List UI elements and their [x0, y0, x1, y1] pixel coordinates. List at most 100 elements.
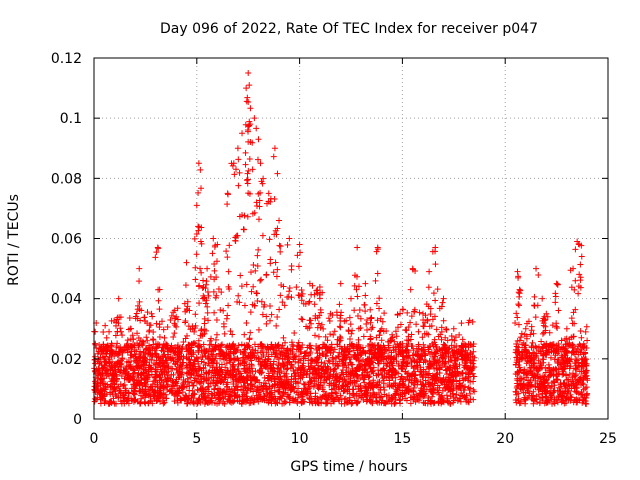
data-point	[268, 341, 275, 348]
data-point	[235, 292, 242, 299]
data-point	[379, 397, 386, 404]
data-point	[260, 379, 267, 386]
data-point-peak	[389, 331, 396, 338]
data-point	[186, 392, 193, 399]
data-point	[119, 332, 126, 339]
data-point	[303, 372, 310, 379]
data-point	[402, 390, 409, 397]
data-point	[405, 383, 412, 390]
data-point	[110, 395, 117, 402]
data-point	[106, 328, 113, 335]
data-point	[577, 277, 584, 284]
data-point	[276, 369, 283, 376]
data-point	[528, 323, 535, 330]
data-point	[357, 388, 364, 395]
data-point	[233, 347, 240, 354]
data-point	[217, 378, 224, 385]
data-point	[411, 393, 418, 400]
data-point	[531, 293, 538, 300]
data-point	[432, 349, 439, 356]
data-point	[241, 226, 248, 233]
data-point	[443, 392, 450, 399]
data-point	[201, 320, 208, 327]
data-point	[270, 358, 277, 365]
data-point-peak	[183, 259, 190, 266]
data-point-peak	[239, 130, 246, 137]
data-point	[267, 302, 274, 309]
data-point	[211, 392, 218, 399]
data-point	[186, 387, 193, 394]
data-point-peak	[276, 217, 283, 224]
data-point	[405, 377, 412, 384]
data-point	[395, 370, 402, 377]
data-point	[159, 363, 166, 370]
data-point	[194, 400, 201, 407]
data-point	[458, 320, 465, 327]
data-point	[222, 355, 229, 362]
data-point	[266, 236, 273, 243]
y-tick-label: 0.06	[51, 232, 82, 248]
data-point	[342, 352, 349, 359]
data-point	[439, 387, 446, 394]
data-point	[236, 169, 243, 176]
data-point	[515, 273, 522, 280]
x-tick-label: 10	[291, 431, 309, 447]
data-point	[144, 337, 151, 344]
x-axis-label: GPS time / hours	[290, 459, 407, 475]
data-point	[336, 301, 343, 308]
data-point	[197, 265, 204, 272]
data-point-peak	[195, 160, 202, 167]
data-point	[305, 299, 312, 306]
data-point	[271, 387, 278, 394]
data-point	[188, 379, 195, 386]
data-point	[178, 372, 185, 379]
data-point	[220, 307, 227, 314]
data-point	[393, 333, 400, 340]
data-point	[286, 284, 293, 291]
data-point	[353, 378, 360, 385]
data-point	[183, 332, 190, 339]
data-point	[361, 301, 368, 308]
data-point	[318, 321, 325, 328]
data-point	[277, 351, 284, 358]
data-point	[155, 286, 162, 293]
data-point	[274, 170, 281, 177]
data-point	[338, 385, 345, 392]
data-point	[204, 309, 211, 316]
data-point	[241, 302, 248, 309]
data-point	[462, 383, 469, 390]
data-point	[245, 167, 252, 174]
data-point	[247, 329, 254, 336]
data-point	[179, 389, 186, 396]
data-point	[248, 288, 255, 295]
data-point	[197, 166, 204, 173]
data-point	[288, 262, 295, 269]
data-point	[217, 307, 224, 314]
data-point	[254, 386, 261, 393]
data-point	[332, 365, 339, 372]
data-point	[189, 366, 196, 373]
data-point	[195, 189, 202, 196]
data-point	[176, 350, 183, 357]
data-point	[267, 256, 274, 263]
data-point	[229, 331, 236, 338]
data-point	[369, 399, 376, 406]
data-point	[142, 398, 149, 405]
data-point	[220, 395, 227, 402]
data-point	[137, 399, 144, 406]
data-point	[180, 376, 187, 383]
data-point	[331, 328, 338, 335]
data-point	[221, 330, 228, 337]
data-point	[374, 270, 381, 277]
data-point	[230, 398, 237, 405]
data-point	[354, 293, 361, 300]
data-point	[244, 213, 251, 220]
data-point	[364, 316, 371, 323]
data-point	[142, 383, 149, 390]
data-point	[196, 300, 203, 307]
data-point	[426, 351, 433, 358]
data-point	[146, 362, 153, 369]
data-point	[329, 373, 336, 380]
data-point	[182, 282, 189, 289]
